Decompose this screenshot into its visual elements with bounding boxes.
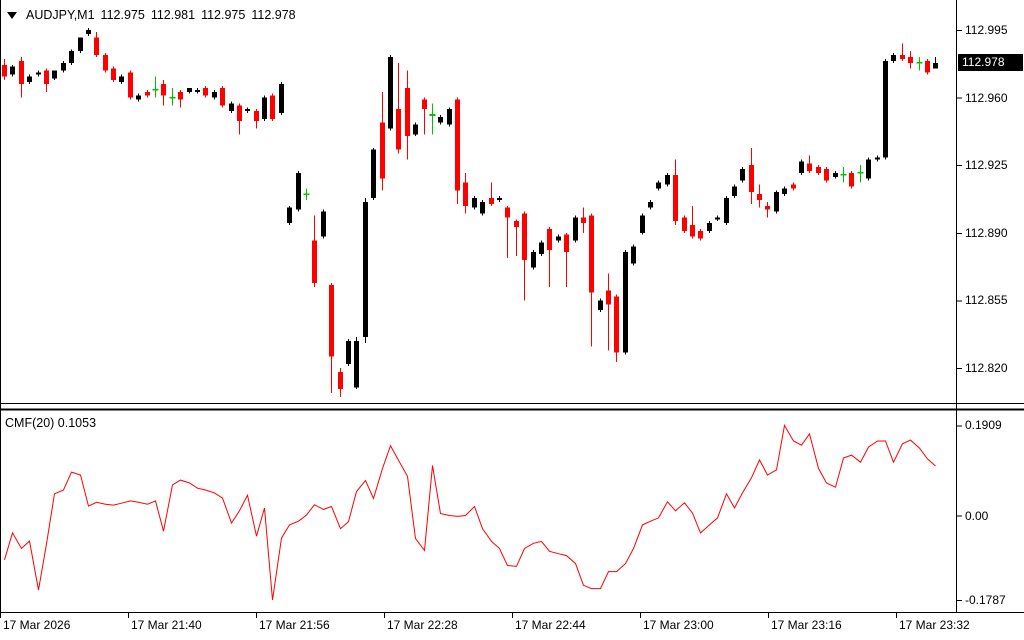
time-axis-label: 17 Mar 22:44 [515,618,586,632]
price-axis-label: 112.820 [965,360,1008,375]
indicator-value: 0.1053 [57,416,97,430]
chart-header: AUDJPY,M1 112.975 112.981 112.975 112.97… [7,7,302,23]
ohlc-open: 112.975 [100,8,145,22]
time-axis-label: 17 Mar 23:00 [643,618,714,632]
ohlc-low: 112.975 [201,8,246,22]
time-axis-label: 17 Mar 23:32 [899,618,970,632]
ohlc-high: 112.981 [150,8,196,22]
ohlc-close: 112.978 [251,8,296,22]
time-axis-label: 17 Mar 2026 [3,618,71,632]
price-axis-label: 112.960 [965,90,1008,105]
price-axis-label: 112.995 [965,23,1008,37]
time-axis-label: 17 Mar 21:56 [259,618,330,632]
indicator-label: CMF(20) 0.1053 [5,416,96,430]
indicator-axis-label: -0.1787 [965,592,1006,607]
symbol-period-label: AUDJPY,M1 [26,8,95,22]
time-axis-label: 17 Mar 22:28 [387,618,458,632]
price-axis-label: 112.925 [965,158,1008,173]
price-axis-label: 112.855 [965,293,1008,308]
indicator-axis-label: 0.00 [965,508,989,523]
chevron-down-icon[interactable] [7,12,17,19]
time-axis-label: 17 Mar 23:16 [771,618,842,632]
current-price-badge: 112.978 [958,54,1023,71]
indicator-axis-label: 0.1909 [965,418,1002,433]
time-axis-label: 17 Mar 21:40 [131,618,202,632]
price-axis-label: 112.890 [965,225,1008,240]
indicator-name: CMF(20) [5,416,55,430]
